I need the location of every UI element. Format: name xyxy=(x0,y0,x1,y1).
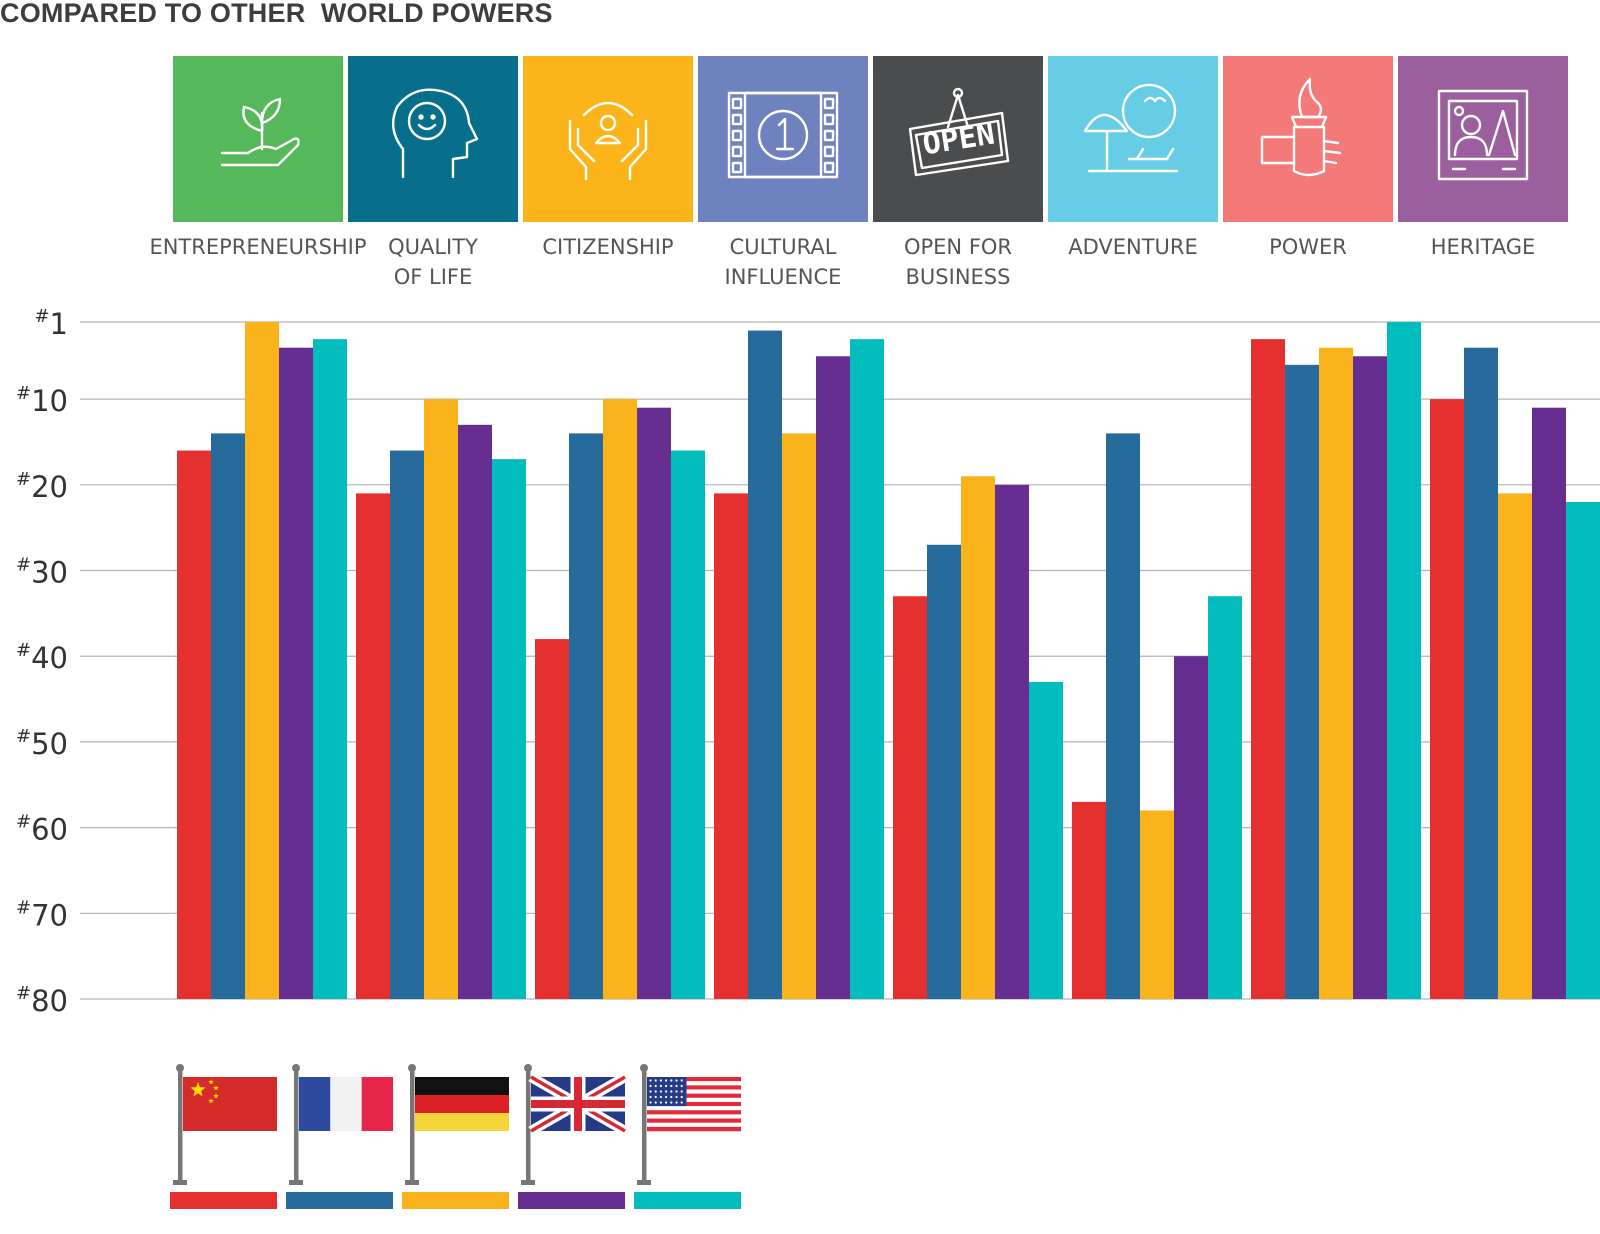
category-icon-tiles: OPEN xyxy=(173,56,1568,222)
uk-flag xyxy=(521,1064,628,1185)
bar xyxy=(1029,681,1063,999)
bar xyxy=(1353,356,1387,1000)
germany-flag xyxy=(405,1064,509,1185)
bar xyxy=(1285,364,1319,999)
bar xyxy=(1566,501,1600,999)
hands-person-icon xyxy=(568,101,648,181)
bar xyxy=(424,399,458,999)
category-label: HERITAGE xyxy=(1431,235,1536,259)
bar xyxy=(927,544,961,999)
bar xyxy=(603,399,637,999)
bars xyxy=(177,322,1600,1000)
bar xyxy=(245,322,279,999)
legend-swatch xyxy=(286,1192,393,1209)
hand-sprout-icon xyxy=(220,97,300,167)
bar xyxy=(1140,810,1174,999)
bar xyxy=(1430,399,1464,999)
bar xyxy=(1251,339,1285,999)
category-label: ADVENTURE xyxy=(1068,235,1198,259)
torch-icon xyxy=(1260,77,1342,177)
film-reel-icon xyxy=(727,91,839,179)
bar xyxy=(356,493,390,999)
legend-swatch xyxy=(402,1192,509,1209)
category-label: CITIZENSHIP xyxy=(542,235,673,259)
legend-swatch xyxy=(170,1192,277,1209)
bar xyxy=(782,433,816,1000)
bar xyxy=(1208,596,1242,999)
category-tile xyxy=(1398,56,1568,222)
bar xyxy=(748,330,782,1000)
bar xyxy=(1106,433,1140,1000)
category-tile xyxy=(873,56,1043,222)
bar xyxy=(637,407,671,1000)
y-tick-label: #70 xyxy=(16,897,68,932)
china-flag xyxy=(173,1064,277,1185)
category-label: INFLUENCE xyxy=(725,265,842,289)
legend-swatch xyxy=(634,1192,741,1209)
category-tile xyxy=(1223,56,1393,222)
y-tick-label: #30 xyxy=(16,555,68,590)
bar xyxy=(177,450,211,999)
y-tick-label: #80 xyxy=(16,983,68,1018)
category-tile xyxy=(173,56,343,222)
bar xyxy=(390,450,424,999)
category-tile xyxy=(1048,56,1218,222)
smiling-head-icon xyxy=(391,88,479,179)
category-label: CULTURAL xyxy=(730,235,837,259)
category-label: OPEN FOR xyxy=(904,235,1012,259)
bar xyxy=(492,459,526,1000)
category-labels: ENTREPRENEURSHIP QUALITY OF LIFE CITIZENSHI… xyxy=(149,235,1535,289)
y-tick-label: #20 xyxy=(16,469,68,504)
bar xyxy=(211,433,245,1000)
bar xyxy=(313,339,347,999)
bar xyxy=(1319,347,1353,999)
category-tile xyxy=(523,56,693,222)
y-tick-label: #50 xyxy=(16,726,68,761)
bar xyxy=(1072,801,1106,999)
bar xyxy=(671,450,705,999)
bar xyxy=(995,484,1029,1000)
category-label: ENTREPRENEURSHIP xyxy=(149,235,366,259)
bar xyxy=(1498,493,1532,999)
usa-flag xyxy=(637,1064,741,1185)
bar xyxy=(714,493,748,999)
chart-title: COMPARED TO OTHER WORLD POWERS xyxy=(0,0,553,28)
bar xyxy=(961,476,995,999)
france-flag xyxy=(289,1064,393,1185)
bar xyxy=(893,596,927,999)
y-axis-ticks: #1 #10 #20 #30 #40 #50 #60 #70 #80 xyxy=(16,306,68,1018)
bar xyxy=(569,433,603,1000)
category-label: OF LIFE xyxy=(394,265,473,289)
y-tick-label: #1 xyxy=(34,306,68,341)
bar xyxy=(1532,407,1566,1000)
bar xyxy=(279,347,313,999)
bar xyxy=(816,356,850,1000)
y-tick-label: #40 xyxy=(16,640,68,675)
bar xyxy=(1464,347,1498,999)
category-label: BUSINESS xyxy=(906,265,1011,289)
bar xyxy=(1387,322,1421,999)
bar xyxy=(535,639,569,999)
category-label: POWER xyxy=(1269,235,1347,259)
y-tick-label: #10 xyxy=(16,383,68,418)
bar xyxy=(458,424,492,999)
legend-swatch xyxy=(518,1192,625,1209)
bar xyxy=(850,339,884,999)
bar xyxy=(1174,656,1208,999)
framed-painting-icon xyxy=(1437,89,1529,181)
category-label: QUALITY xyxy=(388,235,478,259)
category-tile xyxy=(698,56,868,222)
beach-umbrella-icon xyxy=(1083,83,1179,173)
legend xyxy=(170,1064,741,1209)
y-tick-label: #60 xyxy=(16,812,68,847)
